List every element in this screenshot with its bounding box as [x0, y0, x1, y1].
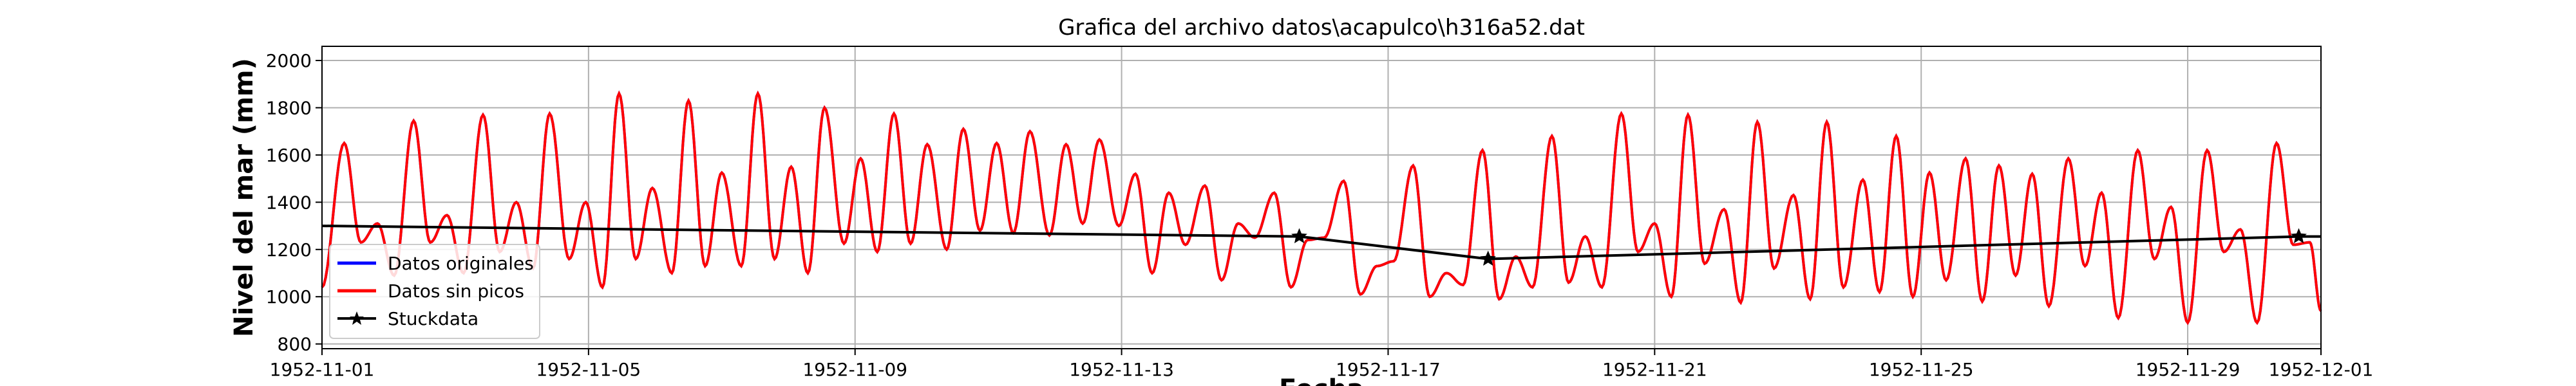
y-tick-label: 1800: [266, 97, 312, 118]
y-axis-label: Nivel del mar (mm): [229, 58, 259, 337]
y-tick-label: 1200: [266, 239, 312, 261]
legend: Datos originales Datos sin picos Stuckda…: [329, 244, 540, 339]
stuckdata-star-marker: [1480, 250, 1496, 266]
x-tick-label: 1952-11-25: [1869, 359, 1974, 380]
x-tick-label: 1952-12-01: [2269, 359, 2374, 380]
y-tick-label: 1600: [266, 145, 312, 166]
y-tick-label: 2000: [266, 50, 312, 71]
x-tick-label: 1952-11-01: [270, 359, 375, 380]
legend-label-original: Datos originales: [388, 253, 534, 274]
stuckdata-star-marker: [2291, 228, 2307, 244]
x-tick-label: 1952-11-29: [2136, 359, 2240, 380]
legend-label-stuckdata: Stuckdata: [388, 308, 478, 329]
x-tick-label: 1952-11-09: [802, 359, 907, 380]
legend-box: [329, 244, 540, 339]
plot-frame: [321, 46, 2322, 349]
x-tick-label: 1952-11-17: [1336, 359, 1441, 380]
series-line-datos-sin-picos: [321, 90, 2322, 326]
x-tick-label: 1952-11-05: [536, 359, 641, 380]
axis-ticks: 1952-11-01 1952-11-05 1952-11-09 1952-11-13…: [266, 50, 2374, 380]
x-axis-label: Fecha: [1279, 374, 1364, 386]
x-tick-label: 1952-11-13: [1069, 359, 1174, 380]
x-tick-label: 1952-11-21: [1602, 359, 1707, 380]
stuckdata-star-marker: [1291, 228, 1307, 244]
y-tick-label: 800: [278, 334, 312, 355]
legend-label-sin-picos: Datos sin picos: [388, 280, 524, 302]
legend-star-marker: [350, 311, 364, 325]
chart-title: Grafica del archivo datos\acapulco\h316a…: [1058, 15, 1585, 41]
y-tick-label: 1000: [266, 286, 312, 308]
y-tick-label: 1400: [266, 192, 312, 213]
series-layer: [321, 90, 2322, 326]
